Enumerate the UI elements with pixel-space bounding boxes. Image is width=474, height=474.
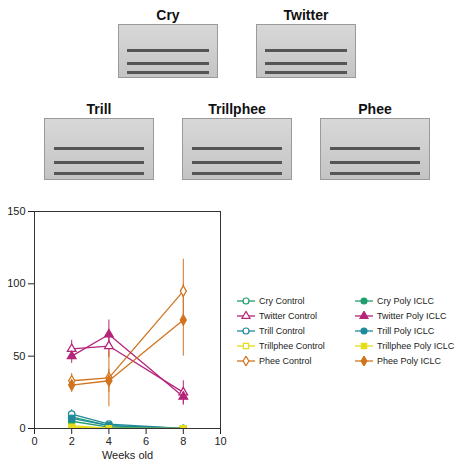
html-text:Twitter: Twitter <box>283 7 329 23</box>
svg-text:0: 0 <box>31 435 37 447</box>
svg-text:2: 2 <box>69 435 75 447</box>
html-text:Trill Poly ICLC: Trill Poly ICLC <box>377 326 435 336</box>
svg-text:Weeks old: Weeks old <box>102 448 153 460</box>
html-text:Trillphee Poly ICLC: Trillphee Poly ICLC <box>377 341 455 351</box>
html-text:Trillphee Control: Trillphee Control <box>259 341 325 351</box>
html-text:Trill Control: Trill Control <box>259 326 305 336</box>
svg-text:0: 0 <box>19 422 25 434</box>
html-text:Phee Control: Phee Control <box>259 356 312 366</box>
svg-text:6: 6 <box>143 435 149 447</box>
html-text:Trill: Trill <box>86 101 112 117</box>
html-text:Phee Poly ICLC: Phee Poly ICLC <box>377 356 441 366</box>
svg-text:8: 8 <box>180 435 186 447</box>
html-text:Phee: Phee <box>358 101 392 117</box>
html-text:Trillphee: Trillphee <box>208 101 266 117</box>
svg-text:4: 4 <box>106 435 112 447</box>
html-text:Cry: Cry <box>156 7 180 23</box>
html-text:Cry Control: Cry Control <box>259 296 305 306</box>
svg-text:50: 50 <box>13 349 25 361</box>
html-text:Twitter Control: Twitter Control <box>259 311 317 321</box>
html-text:Twitter Poly ICLC: Twitter Poly ICLC <box>377 311 447 321</box>
svg-text:10: 10 <box>214 435 226 447</box>
html-text:Cry Poly ICLC: Cry Poly ICLC <box>377 296 434 306</box>
svg-text:100: 100 <box>7 277 25 289</box>
svg-text:150: 150 <box>7 205 25 217</box>
